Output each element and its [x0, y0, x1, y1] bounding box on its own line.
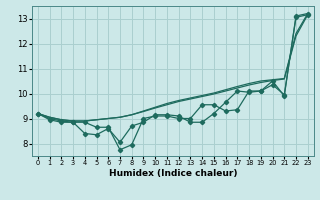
X-axis label: Humidex (Indice chaleur): Humidex (Indice chaleur)	[108, 169, 237, 178]
